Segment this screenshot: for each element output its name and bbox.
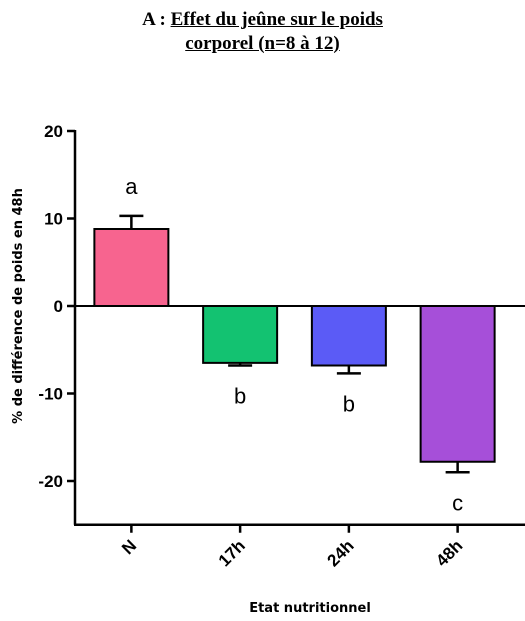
y-axis-title: % de différence de poids en 48h	[11, 188, 26, 424]
y-tick-label: -10	[38, 385, 63, 404]
chart-title-prefix: A :	[142, 9, 171, 30]
bar-17h	[202, 305, 279, 364]
x-tick-label: N	[118, 536, 140, 558]
chart-title: A : Effet du jeûne sur le poids corporel…	[0, 8, 525, 56]
bar-24h	[310, 305, 387, 367]
significance-label: a	[125, 174, 138, 199]
x-tick-label: 24h	[324, 536, 358, 570]
x-axis-title: Etat nutritionnel	[249, 601, 371, 616]
x-tick-label: 48h	[432, 536, 466, 570]
chart-title-main: Effet du jeûne sur le poids	[170, 9, 383, 30]
chart-title-line-2: corporel (n=8 à 12)	[185, 33, 340, 54]
x-tick-label: 17h	[215, 536, 249, 570]
chart-title-line-1: A : Effet du jeûne sur le poids	[0, 8, 525, 32]
significance-label: b	[234, 384, 246, 409]
significance-label: b	[343, 391, 355, 416]
bar-48h	[419, 305, 496, 463]
y-tick-label: 0	[54, 297, 63, 316]
y-tick-label: 20	[44, 122, 63, 141]
y-tick-label: -20	[38, 472, 63, 491]
y-tick-label: 10	[44, 210, 63, 229]
significance-label: c	[452, 490, 463, 515]
bar-n	[93, 228, 170, 307]
